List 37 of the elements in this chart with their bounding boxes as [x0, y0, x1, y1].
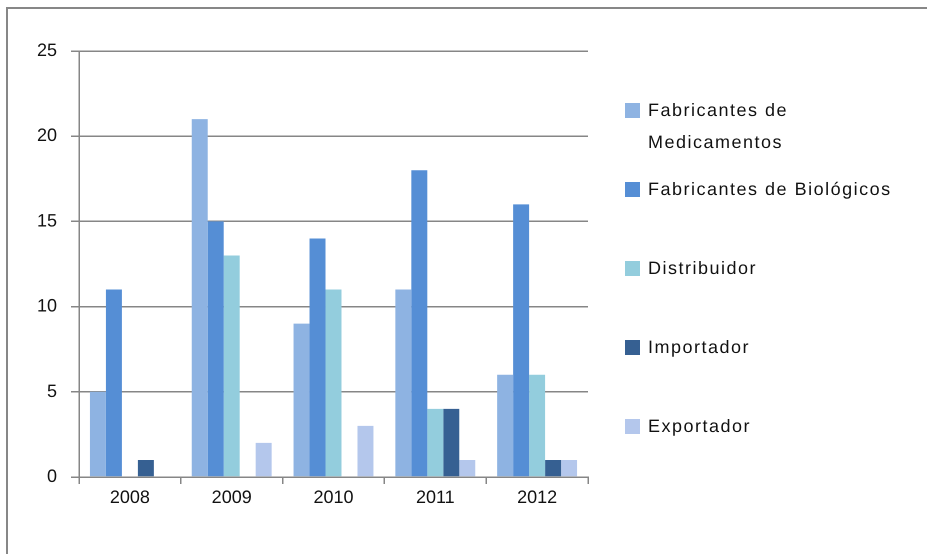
bar [357, 426, 374, 476]
bar [459, 460, 476, 476]
bar [224, 255, 240, 476]
x-tick-label: 2010 [313, 486, 354, 507]
bar [106, 290, 122, 476]
bar [256, 442, 272, 476]
bar [310, 238, 326, 476]
bar [529, 374, 546, 476]
bar [294, 324, 310, 476]
bar [545, 460, 562, 476]
legend-label: Exportador [648, 415, 752, 438]
legend-label: Fabricantes de Biológicos [648, 178, 892, 201]
y-tick-label: 10 [36, 296, 57, 316]
bar [395, 290, 412, 476]
bar [138, 460, 154, 476]
bar [497, 374, 514, 476]
y-tick-label: 0 [46, 466, 57, 486]
x-tick-label: 2011 [416, 486, 455, 507]
bar [443, 408, 460, 476]
y-tick-label: 20 [36, 125, 57, 146]
bar [411, 170, 428, 476]
y-tick-label: 25 [36, 40, 57, 60]
legend-label: Importador [648, 336, 750, 359]
y-tick-label: 15 [36, 210, 57, 230]
y-tick-label: 5 [46, 380, 57, 401]
bar [208, 221, 224, 476]
bar [561, 460, 578, 476]
legend-label: Fabricantes de Medicamentos [648, 99, 790, 154]
bar [326, 290, 342, 476]
legend-label: Distribuidor [648, 257, 758, 280]
bar [90, 392, 106, 476]
x-tick-label: 2012 [517, 486, 558, 507]
x-tick-label: 2009 [212, 486, 252, 507]
x-tick-label: 2008 [110, 486, 150, 507]
bar [192, 119, 208, 476]
bar [427, 408, 444, 476]
bar [513, 204, 530, 476]
